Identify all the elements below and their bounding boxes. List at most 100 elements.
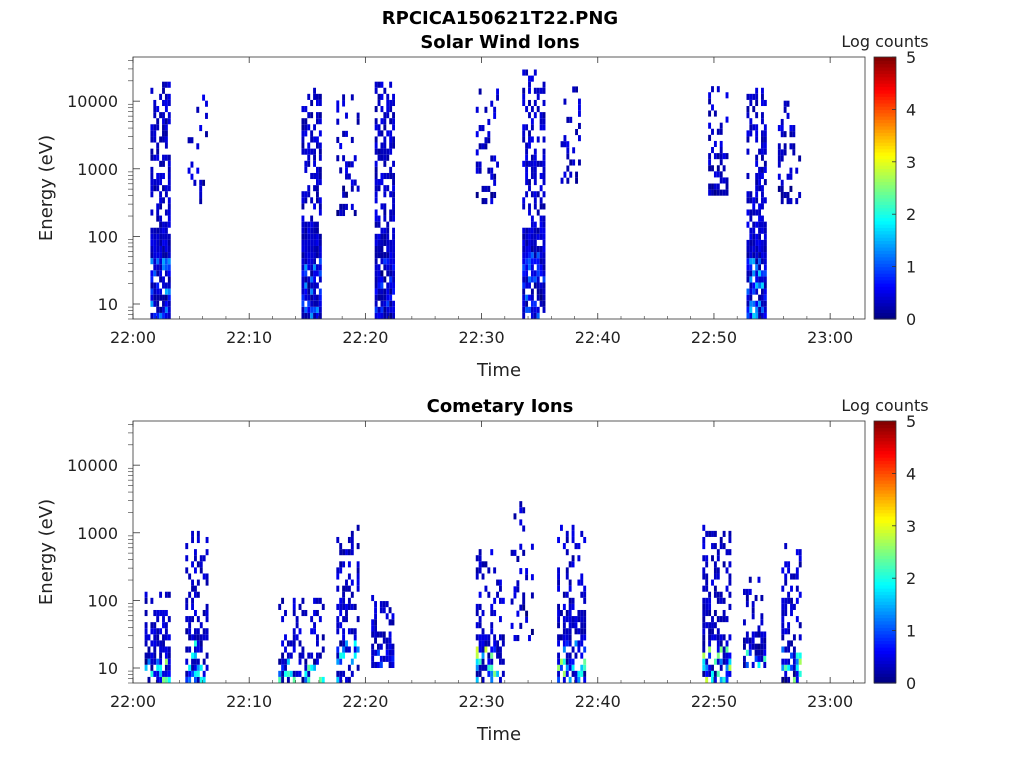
heatmap-cell (490, 100, 494, 107)
heatmap-cell (705, 670, 709, 677)
heatmap-cell (284, 634, 287, 641)
heatmap-cell (392, 179, 395, 186)
heatmap-cell (758, 172, 761, 180)
heatmap-cell (530, 166, 534, 173)
heatmap-cell (475, 149, 479, 156)
heatmap-cell (755, 160, 759, 167)
heatmap-cell (530, 233, 534, 240)
heatmap-cell (304, 227, 308, 234)
heatmap-cell (557, 609, 560, 617)
heatmap-cell (568, 658, 572, 665)
heatmap-cell (490, 167, 494, 174)
heatmap-cell (562, 646, 566, 653)
heatmap-cell (539, 270, 543, 277)
heatmap-cell (301, 124, 305, 131)
heatmap-cell (580, 573, 584, 580)
heatmap-cell (310, 215, 314, 222)
colorbar-segment (874, 243, 896, 248)
heatmap-cell (533, 99, 537, 107)
heatmap-cell (792, 131, 796, 138)
heatmap-cell (392, 245, 395, 253)
heatmap-cell (478, 658, 482, 665)
heatmap-cell (374, 87, 378, 94)
heatmap-cell (516, 555, 520, 562)
heatmap-cell (760, 649, 764, 656)
colorbar-segment (874, 135, 896, 140)
colorbar-segment (874, 565, 896, 569)
heatmap-cell (307, 664, 311, 671)
heatmap-cell (493, 609, 497, 617)
heatmap-cell (763, 179, 767, 186)
heatmap-cell (196, 676, 200, 683)
heatmap-cell (525, 252, 529, 259)
heatmap-cell (318, 233, 322, 240)
heatmap-cell (313, 148, 316, 155)
heatmap-cell (542, 221, 546, 228)
heatmap-cell (345, 609, 348, 617)
heatmap-cell (164, 646, 168, 653)
heatmap-cell (493, 640, 497, 647)
heatmap-cell (164, 106, 168, 113)
heatmap-cell (763, 300, 767, 307)
heatmap-cell (557, 658, 560, 665)
heatmap-cell (159, 264, 163, 271)
heatmap-cell (754, 594, 758, 602)
heatmap-cell (790, 640, 793, 647)
heatmap-cell (156, 185, 160, 192)
heatmap-cell (728, 536, 732, 544)
heatmap-cell (167, 258, 171, 265)
colorbar-segment (874, 427, 896, 432)
heatmap-cell (386, 99, 390, 107)
heatmap-cell (191, 664, 194, 671)
heatmap-cell (153, 270, 157, 277)
heatmap-cell (784, 664, 788, 671)
heatmap-cell (310, 270, 314, 277)
heatmap-cell (533, 87, 537, 94)
heatmap-cell (286, 652, 290, 659)
heatmap-cell (304, 252, 308, 259)
heatmap-cell (557, 622, 560, 629)
heatmap-cell (374, 124, 378, 131)
heatmap-cell (153, 179, 157, 186)
heatmap-cell (310, 294, 314, 301)
heatmap-cell (150, 652, 154, 659)
colorbar-segment (874, 210, 896, 215)
heatmap-cell (763, 142, 767, 149)
heatmap-cell (389, 209, 393, 216)
heatmap-cell (708, 134, 712, 141)
heatmap-cell (379, 631, 383, 638)
heatmap-cell (345, 173, 348, 180)
colorbar-segment (874, 561, 896, 566)
heatmap-cell (345, 646, 348, 653)
heatmap-cell (313, 227, 316, 234)
heatmap-cell (578, 98, 581, 105)
heatmap-cell (542, 203, 546, 210)
heatmap-cell (542, 160, 546, 167)
colorbar-segment (874, 109, 896, 114)
heatmap-cell (719, 597, 723, 604)
heatmap-cell (513, 586, 517, 593)
heatmap-cell (725, 153, 729, 160)
heatmap-cell (391, 619, 395, 626)
heatmap-cell (478, 555, 482, 562)
heatmap-cell (522, 288, 526, 295)
heatmap-cell (490, 609, 494, 617)
heatmap-cell (380, 227, 384, 234)
heatmap-cell (380, 118, 384, 125)
heatmap-cell (708, 628, 712, 635)
heatmap-cell (751, 601, 755, 608)
heatmap-cell (716, 658, 720, 665)
heatmap-cell (196, 670, 200, 677)
heatmap-cell (377, 282, 381, 289)
heatmap-cell (380, 258, 384, 265)
heatmap-cell (780, 131, 784, 138)
heatmap-cell (501, 658, 505, 665)
heatmap-cell (565, 670, 569, 677)
heatmap-cell (702, 543, 706, 550)
heatmap-cell (156, 215, 160, 222)
heatmap-cell (205, 616, 209, 623)
heatmap-cell (574, 640, 578, 647)
heatmap-cell (205, 536, 209, 544)
heatmap-cell (345, 676, 348, 683)
heatmap-cell (162, 264, 165, 271)
